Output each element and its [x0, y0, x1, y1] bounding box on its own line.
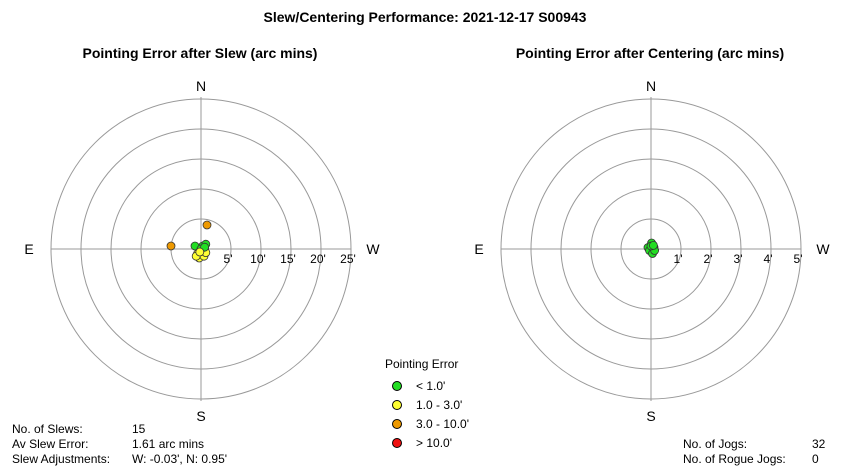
legend-dot-lt1	[392, 380, 402, 391]
plot1-ring-label-1: 5'	[224, 252, 233, 266]
legend-item-lt1: < 1.0'	[392, 378, 445, 393]
plot1-label-e: E	[24, 241, 33, 257]
main-title: Slew/Centering Performance: 2021-12-17 S…	[263, 9, 587, 25]
plot2-ring-label-4: 4'	[764, 252, 773, 266]
slews-count-value: 15	[132, 422, 146, 436]
plot1-ring-label-3: 15'	[280, 252, 296, 266]
slews-count-label: No. of Slews:	[12, 422, 83, 436]
plot2-ring-label-1: 1'	[674, 252, 683, 266]
plot2-label-w: W	[816, 241, 830, 257]
plot1-point-14	[195, 247, 205, 257]
plot1-ring-label-2: 10'	[250, 252, 266, 266]
plot1-ring-label-4: 20'	[310, 252, 326, 266]
legend-title: Pointing Error	[385, 357, 459, 371]
legend-item-3to10: 3.0 - 10.0'	[392, 416, 469, 431]
jogs-count-value: 32	[812, 437, 826, 451]
plot2-label-n: N	[646, 78, 656, 94]
plot1-point-0	[202, 220, 212, 230]
legend-label-3to10: 3.0 - 10.0'	[416, 416, 469, 431]
plot2-label-s: S	[646, 408, 655, 424]
av-slew-error-label: Av Slew Error:	[12, 437, 89, 451]
legend-dot-gt10	[392, 437, 402, 448]
legend-dot-3to10	[392, 418, 402, 429]
slew-plot-title: Pointing Error after Slew (arc mins)	[82, 45, 318, 61]
legend-label-gt10: > 10.0'	[416, 435, 452, 450]
av-slew-error-value: 1.61 arc mins	[132, 437, 205, 451]
plot2-point-7	[649, 240, 658, 250]
legend-label-lt1: < 1.0'	[416, 378, 446, 393]
rogue-jogs-value: 0	[812, 452, 819, 466]
plot2-ring-label-5: 5'	[794, 252, 803, 266]
plot1-ring-label-5: 25'	[340, 252, 356, 266]
plot1-label-s: S	[196, 408, 205, 424]
plot2-label-e: E	[474, 241, 483, 257]
slew-adjustments-label: Slew Adjustments:	[12, 452, 111, 466]
plot2-ring-label-2: 2'	[704, 252, 713, 266]
legend-item-gt10: > 10.0'	[392, 435, 452, 450]
rogue-jogs-label: No. of Rogue Jogs:	[683, 452, 786, 466]
legend-dot-1to3	[392, 399, 402, 410]
legend-item-1to3: 1.0 - 3.0'	[392, 397, 462, 412]
legend-label-1to3: 1.0 - 3.0'	[416, 397, 463, 412]
plot1-label-w: W	[366, 241, 380, 257]
plot1-point-1	[166, 241, 176, 251]
centering-plot-title: Pointing Error after Centering (arc mins…	[515, 45, 785, 61]
slew-adjustments-value: W: -0.03', N: 0.95'	[132, 452, 228, 466]
jogs-count-label: No. of Jogs:	[683, 437, 748, 451]
plot2-ring-label-3: 3'	[734, 252, 743, 266]
plot1-label-n: N	[196, 78, 206, 94]
